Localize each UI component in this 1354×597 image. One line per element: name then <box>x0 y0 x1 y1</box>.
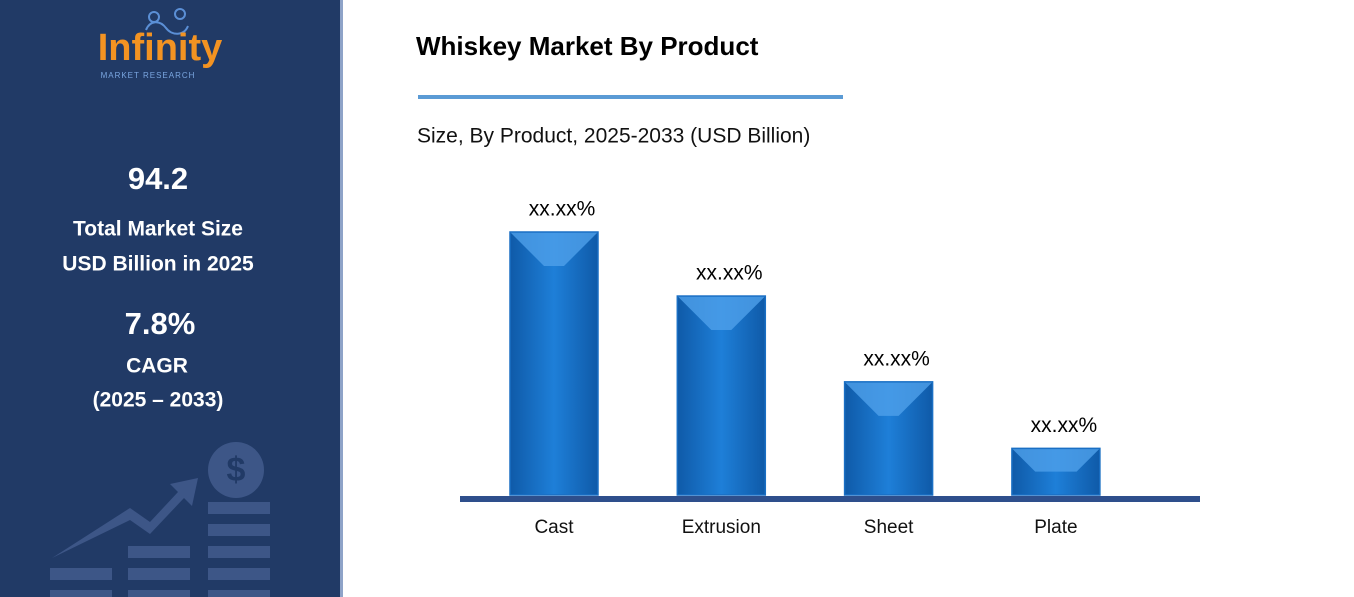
x-tick-label: Extrusion <box>682 517 761 538</box>
cagr: 7.8% <box>125 306 196 341</box>
bar-outline <box>676 295 767 496</box>
bar-outline <box>843 381 934 496</box>
x-tick-label: Cast <box>534 517 574 538</box>
baseline <box>460 496 1200 502</box>
sidebar <box>0 0 342 597</box>
x-tick-label: Plate <box>1034 517 1077 538</box>
cagr-label: CAGR <box>126 355 188 378</box>
cagr-period: (2025 – 2033) <box>93 389 224 412</box>
market-size-label: Total Market Size <box>73 218 243 241</box>
title-underline <box>418 95 843 99</box>
market-size: 94.2 <box>128 161 188 196</box>
sidebar-edge <box>340 0 343 597</box>
value-label: xx.xx% <box>529 198 596 221</box>
logo-sub: MARKET RESEARCH <box>101 71 196 80</box>
bar-bevel <box>510 232 598 266</box>
chart-subtitle: Size, By Product, 2025-2033 (USD Billion… <box>417 125 810 148</box>
bar-bevel <box>1011 448 1100 472</box>
sidebar-icon <box>50 442 270 597</box>
chart-title: Whiskey Market By Product <box>416 31 759 61</box>
bar-outline <box>1011 447 1101 496</box>
value-label: xx.xx% <box>863 347 930 370</box>
logo: Infinity <box>98 27 223 69</box>
value-label: xx.xx% <box>696 262 763 285</box>
bar-bevel <box>844 381 933 416</box>
bar <box>510 232 598 495</box>
x-tick-label: Sheet <box>864 517 914 538</box>
value-label: xx.xx% <box>1031 414 1098 437</box>
dollar-sign: $ <box>227 451 246 489</box>
bar-bevel <box>677 296 766 331</box>
bar-outline <box>509 231 599 496</box>
logo-icon <box>145 8 189 35</box>
market-size-label: USD Billion in 2025 <box>62 253 254 276</box>
